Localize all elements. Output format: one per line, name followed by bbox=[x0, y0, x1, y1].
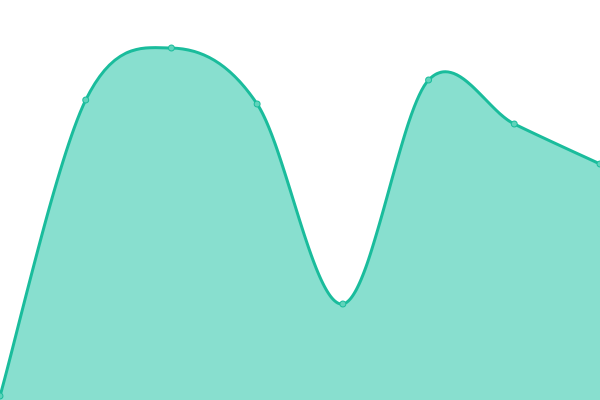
data-points bbox=[0, 44, 600, 400]
data-point-1 bbox=[0, 392, 4, 400]
data-point-6 bbox=[425, 76, 433, 84]
data-point-8 bbox=[596, 160, 600, 168]
data-point-7 bbox=[510, 120, 518, 128]
data-point-3 bbox=[167, 44, 175, 52]
data-point-2 bbox=[82, 96, 90, 104]
data-point-4 bbox=[253, 100, 261, 108]
series-line bbox=[0, 46, 600, 397]
data-point-5 bbox=[339, 300, 347, 308]
